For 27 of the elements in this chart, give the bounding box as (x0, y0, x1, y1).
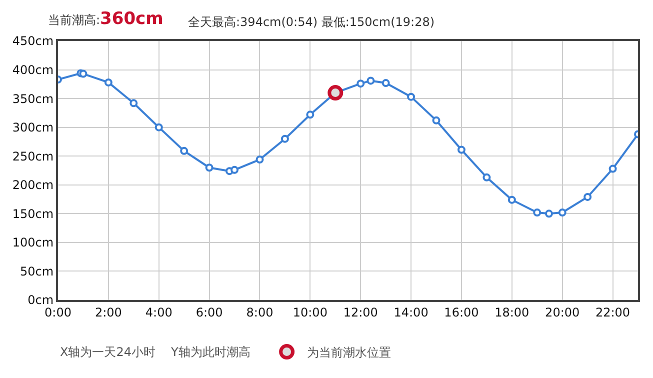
text: Y轴为此时潮高 (170, 345, 250, 359)
x-tick-label: 20:00 (545, 305, 580, 320)
text: X轴为一天24小时 (60, 345, 156, 359)
x-tick-label: 18:00 (494, 305, 530, 320)
y-tick-label: 400cm (12, 62, 54, 77)
y-tick-label: 250cm (12, 149, 54, 164)
x-tick-label: 12:00 (343, 305, 378, 320)
x-tick-label: 4:00 (145, 305, 172, 320)
legend-label: 为当前潮水位置 (306, 345, 391, 360)
y-tick-label: 300cm (12, 120, 54, 135)
y-tick-label: 50cm (20, 264, 54, 278)
y-tick-label: 100cm (12, 236, 54, 250)
x-tick-label: 14:00 (394, 305, 428, 320)
x-tick-label: 22:00 (595, 305, 630, 320)
x-tick-label: 2:00 (94, 305, 122, 320)
x-tick-label: 16:00 (444, 305, 479, 320)
y-tick-label: 450cm (12, 34, 54, 48)
x-tick-label: 8:00 (246, 305, 274, 320)
x-tick-label: 0:00 (44, 305, 72, 320)
y-tick-label: 350cm (12, 92, 54, 106)
chart-subtitle: 全天最高:394cm(0:54) 最低:150cm(19:28) (188, 15, 435, 29)
y-tick-label: 200cm (12, 178, 54, 192)
y-tick-label: 0cm (28, 293, 54, 308)
x-tick-label: 6:00 (196, 305, 223, 320)
y-tick-label: 150cm (12, 206, 54, 221)
x-tick-label: 10:00 (292, 305, 328, 320)
chart-title: 当前潮高:360cm (48, 9, 164, 29)
